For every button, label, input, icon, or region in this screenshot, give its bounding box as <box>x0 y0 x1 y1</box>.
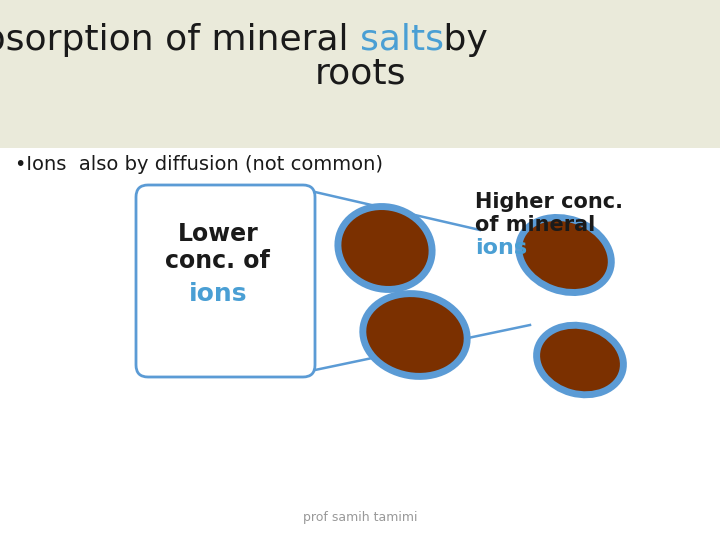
Ellipse shape <box>536 325 624 395</box>
Text: ions: ions <box>189 282 247 306</box>
FancyBboxPatch shape <box>136 185 315 377</box>
Text: ions: ions <box>475 238 527 258</box>
Text: by: by <box>432 23 487 57</box>
Bar <box>0 0 720 148</box>
Text: Higher conc.: Higher conc. <box>475 192 623 212</box>
Text: Lower: Lower <box>177 222 258 246</box>
Text: •Ions  also by diffusion (not common): •Ions also by diffusion (not common) <box>15 156 383 174</box>
Text: roots: roots <box>314 57 406 91</box>
Text: prof samih tamimi: prof samih tamimi <box>302 511 418 524</box>
Text: Absorption of mineral: Absorption of mineral <box>0 23 360 57</box>
Text: conc. of: conc. of <box>166 249 270 273</box>
Text: of mineral: of mineral <box>475 215 595 235</box>
Ellipse shape <box>363 294 467 376</box>
Text: salts: salts <box>360 23 444 57</box>
Ellipse shape <box>518 218 611 293</box>
Ellipse shape <box>338 206 432 289</box>
